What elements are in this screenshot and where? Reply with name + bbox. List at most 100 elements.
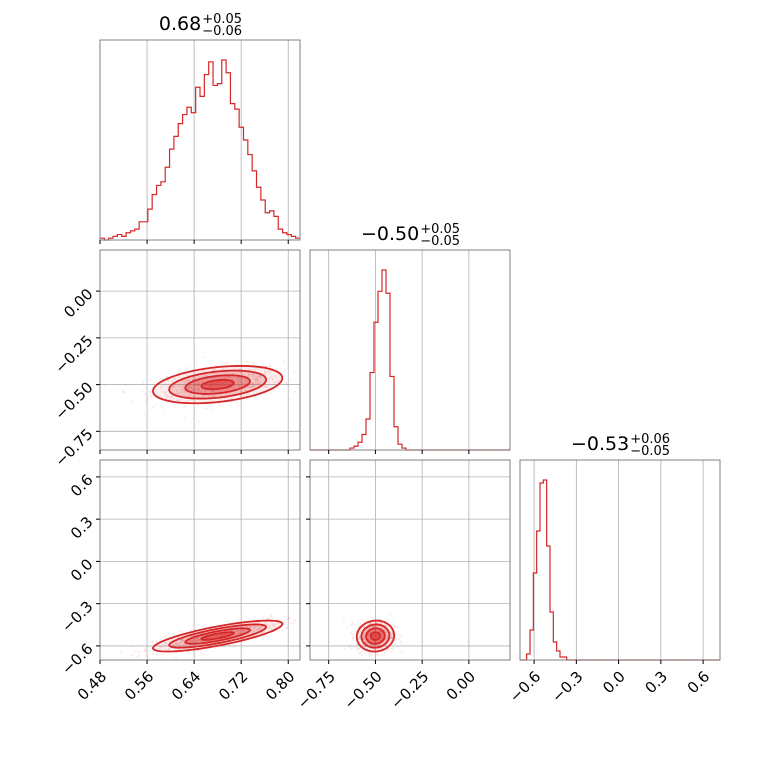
scatter-point <box>165 642 168 645</box>
scatter-point <box>197 649 200 652</box>
scatter-point <box>363 637 366 640</box>
scatter-point <box>214 369 217 372</box>
scatter-point <box>223 371 226 374</box>
scatter-point <box>206 637 208 640</box>
scatter-point <box>369 643 372 646</box>
scatter-point <box>350 647 353 650</box>
scatter-point <box>206 378 209 381</box>
scatter-point <box>199 385 201 388</box>
scatter-point <box>375 635 378 638</box>
scatter-point <box>104 384 106 387</box>
scatter-point <box>170 389 172 392</box>
scatter-point <box>132 645 134 648</box>
scatter-point <box>373 635 376 637</box>
scatter-point <box>194 640 197 643</box>
scatter-points <box>342 613 404 661</box>
scatter-point <box>358 652 361 655</box>
scatter-point <box>131 654 134 656</box>
scatter-point <box>151 641 154 644</box>
scatter-point <box>179 641 182 644</box>
contour-fill-3 <box>370 632 381 640</box>
scatter-point <box>213 372 216 375</box>
scatter-point <box>175 657 178 659</box>
scatter-point <box>381 631 383 634</box>
scatter-point <box>376 634 378 637</box>
scatter-point <box>239 378 242 381</box>
scatter-point <box>264 635 267 637</box>
scatter-point <box>367 634 370 637</box>
scatter-point <box>189 385 192 388</box>
scatter-point <box>218 404 221 407</box>
scatter-point <box>258 381 261 384</box>
scatter-point <box>352 638 354 641</box>
scatter-point <box>221 381 224 384</box>
scatter-point <box>376 636 379 638</box>
scatter-point <box>183 644 186 647</box>
scatter-point <box>244 389 246 391</box>
scatter-point <box>230 397 233 400</box>
scatter-point <box>348 646 351 649</box>
scatter-point <box>226 375 229 378</box>
scatter-point <box>268 378 271 381</box>
scatter-point <box>252 640 255 643</box>
scatter-point <box>364 646 366 649</box>
scatter-point <box>238 376 241 379</box>
scatter-point <box>252 376 255 379</box>
scatter-point <box>368 638 371 641</box>
scatter-point <box>161 637 164 640</box>
scatter-point <box>268 624 271 626</box>
scatter-point <box>359 621 362 624</box>
scatter-point <box>382 628 385 631</box>
scatter-point <box>376 645 379 647</box>
scatter-point <box>372 640 374 643</box>
scatter-point <box>373 640 376 643</box>
scatter-point <box>191 638 194 641</box>
scatter-point <box>165 397 168 400</box>
scatter-point <box>148 391 151 394</box>
scatter-point <box>214 384 217 387</box>
scatter-point <box>179 642 182 645</box>
scatter-point <box>252 363 255 366</box>
scatter-point <box>248 626 251 629</box>
scatter-point <box>222 634 224 637</box>
scatter-point <box>234 386 237 389</box>
scatter-point <box>365 641 368 643</box>
scatter-point <box>202 394 204 397</box>
scatter-point <box>374 641 377 644</box>
scatter-point <box>265 622 267 625</box>
scatter-point <box>277 385 280 388</box>
scatter-point <box>367 643 370 646</box>
scatter-point <box>194 628 196 631</box>
scatter-point <box>246 380 249 383</box>
scatter-point <box>362 625 365 628</box>
scatter-point <box>222 367 225 370</box>
scatter-point <box>377 654 380 657</box>
scatter-point <box>176 399 179 402</box>
joint-panel-0-1 <box>99 249 301 451</box>
scatter-point <box>226 388 228 391</box>
scatter-point <box>364 641 367 644</box>
scatter-point <box>259 376 262 379</box>
scatter-point <box>346 626 349 629</box>
scatter-point <box>164 391 167 394</box>
scatter-point <box>378 630 381 633</box>
scatter-point <box>248 369 251 371</box>
scatter-point <box>397 638 400 641</box>
scatter-point <box>366 619 368 621</box>
scatter-point <box>211 394 214 397</box>
scatter-point <box>198 639 200 642</box>
scatter-point <box>259 367 262 370</box>
scatter-point <box>224 373 226 375</box>
scatter-point <box>221 645 224 648</box>
joint-panel-1-2 <box>309 459 511 661</box>
scatter-point <box>372 634 374 636</box>
scatter-point <box>235 360 238 363</box>
scatter-point <box>371 630 374 633</box>
scatter-point <box>183 642 186 645</box>
scatter-point <box>222 382 225 384</box>
scatter-point <box>175 389 178 392</box>
scatter-point <box>233 367 235 370</box>
scatter-point <box>199 639 202 642</box>
scatter-point <box>189 640 192 643</box>
scatter-point <box>251 374 254 376</box>
